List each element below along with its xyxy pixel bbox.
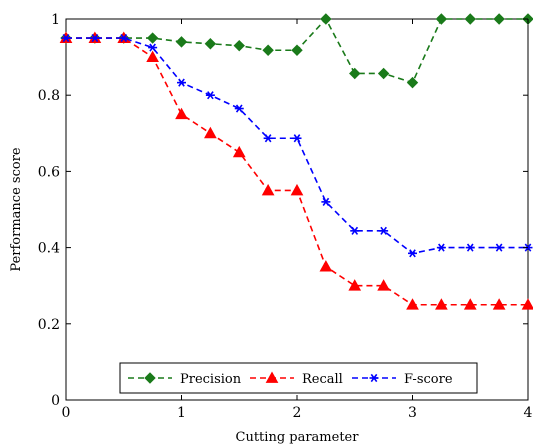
series-f-score xyxy=(61,33,533,258)
data-point-precision xyxy=(291,44,303,56)
plot-area xyxy=(65,18,529,401)
data-point-f-score xyxy=(177,78,186,87)
series-line-recall xyxy=(66,37,528,306)
x-tick-label: 4 xyxy=(524,405,533,421)
legend: Precision Recall F-score xyxy=(119,362,478,394)
data-point-f-score xyxy=(465,243,475,252)
marker-stroke xyxy=(466,243,474,252)
data-point-f-score xyxy=(321,197,331,206)
y-tick-label: 0 xyxy=(51,393,60,409)
data-point-f-score xyxy=(379,226,389,235)
data-point-precision xyxy=(435,13,448,25)
data-point-recall xyxy=(319,260,333,272)
data-point-f-score xyxy=(350,226,360,235)
legend-marker-precision xyxy=(144,372,156,384)
legend-label-precision: Precision xyxy=(180,372,242,387)
data-point-precision xyxy=(233,39,245,52)
marker-stroke xyxy=(322,197,330,206)
data-point-recall xyxy=(521,298,533,310)
data-point-recall xyxy=(261,183,275,196)
y-tick-label: 1 xyxy=(51,12,60,28)
data-point-f-score xyxy=(408,249,417,258)
legend-marker-recall xyxy=(265,371,279,383)
legend-box xyxy=(119,362,478,394)
marker-stroke xyxy=(149,43,156,52)
data-point-precision xyxy=(377,67,390,80)
marker-stroke xyxy=(380,226,387,235)
marker-stroke xyxy=(264,134,272,143)
data-point-precision xyxy=(204,38,217,50)
marker-stroke xyxy=(370,373,378,383)
x-tick-label: 1 xyxy=(177,405,186,421)
legend-marker-f-score xyxy=(369,373,379,383)
data-point-recall xyxy=(435,298,448,310)
marker-stroke xyxy=(409,249,416,258)
series-line-f-score xyxy=(66,37,528,255)
data-point-f-score xyxy=(205,91,215,100)
marker-stroke xyxy=(91,33,99,43)
x-tick-label: 3 xyxy=(408,405,417,421)
legend-label-recall: Recall xyxy=(302,372,343,387)
x-ticks: 0 1 2 3 4 xyxy=(62,19,533,421)
y-tick-label: 0.2 xyxy=(38,317,60,333)
marker-stroke xyxy=(178,78,185,87)
x-tick-label: 0 xyxy=(62,405,71,421)
data-point-f-score xyxy=(234,104,244,113)
x-axis-label: Cutting parameter xyxy=(236,430,360,445)
data-point-recall xyxy=(290,183,304,196)
marker-stroke xyxy=(62,33,70,43)
data-point-recall xyxy=(146,50,159,62)
data-point-precision xyxy=(175,36,188,48)
data-point-f-score xyxy=(292,134,302,143)
data-point-recall xyxy=(348,279,362,291)
data-point-f-score xyxy=(494,243,504,252)
y-tick-label: 0.4 xyxy=(38,241,60,257)
data-point-precision xyxy=(349,67,361,80)
series-precision xyxy=(60,13,533,89)
data-point-recall xyxy=(232,145,246,158)
marker-stroke xyxy=(207,91,214,100)
marker-stroke xyxy=(235,104,243,113)
data-point-f-score xyxy=(436,243,446,252)
data-point-precision xyxy=(406,76,419,89)
y-ticks: 0 0.2 0.4 0.6 0.8 1 xyxy=(38,12,528,409)
marker-stroke xyxy=(495,243,503,252)
data-point-precision xyxy=(493,13,505,25)
y-tick-label: 0.6 xyxy=(38,164,60,180)
marker-stroke xyxy=(438,243,445,252)
data-point-recall xyxy=(463,298,477,310)
marker-stroke xyxy=(351,226,359,235)
data-point-recall xyxy=(406,298,419,310)
data-point-f-score xyxy=(119,33,129,43)
data-point-recall xyxy=(492,298,506,310)
data-point-f-score xyxy=(61,33,71,43)
plot-frame xyxy=(65,18,529,401)
data-point-precision xyxy=(146,32,159,44)
data-point-precision xyxy=(464,13,476,25)
marker-stroke xyxy=(293,134,301,143)
data-point-recall xyxy=(377,279,390,291)
y-axis-label: Performance score xyxy=(9,147,24,271)
series-recall xyxy=(59,31,533,310)
y-tick-label: 0.8 xyxy=(38,88,60,104)
marker-stroke xyxy=(120,33,128,43)
data-point-f-score xyxy=(90,33,100,43)
data-point-f-score xyxy=(148,43,158,52)
legend-label-f-score: F-score xyxy=(404,372,453,387)
data-point-recall xyxy=(175,107,188,120)
data-point-f-score xyxy=(263,134,273,143)
x-tick-label: 2 xyxy=(293,405,302,421)
data-point-recall xyxy=(204,126,217,139)
series-layer xyxy=(59,13,533,310)
data-point-precision xyxy=(262,44,274,56)
data-point-precision xyxy=(320,13,332,25)
